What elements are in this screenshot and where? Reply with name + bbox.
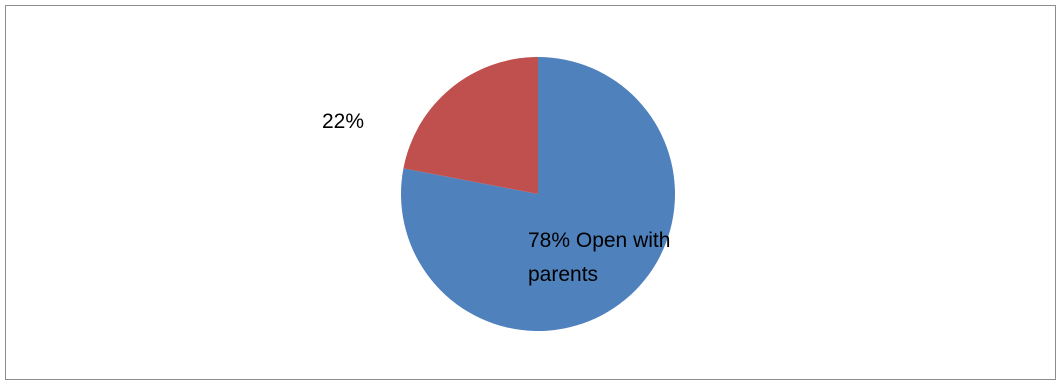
slice-label-line: 22%	[322, 110, 364, 133]
pie-chart: 78% Open with parents 22%	[322, 56, 675, 331]
slice-label-2: 22%	[322, 110, 364, 133]
pie-slices	[401, 56, 675, 331]
pie-labels: 78% Open with parents 22%	[322, 110, 670, 286]
chart-area: 78% Open with parents 22%	[5, 5, 1056, 380]
slice-label-1: 78% Open with parents	[528, 229, 670, 286]
slice-label-line: parents	[528, 263, 598, 286]
slice-label-line: 78% Open with	[528, 229, 670, 252]
pie-slice-2	[403, 56, 538, 194]
